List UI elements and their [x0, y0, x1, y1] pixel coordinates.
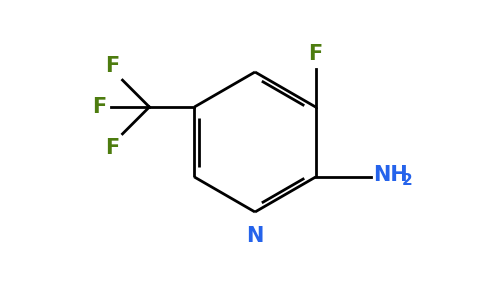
Text: 2: 2: [402, 172, 412, 188]
Text: F: F: [105, 56, 120, 76]
Text: N: N: [246, 226, 264, 246]
Text: NH: NH: [374, 165, 408, 185]
Text: F: F: [105, 138, 120, 158]
Text: F: F: [308, 44, 323, 64]
Text: F: F: [92, 97, 106, 117]
